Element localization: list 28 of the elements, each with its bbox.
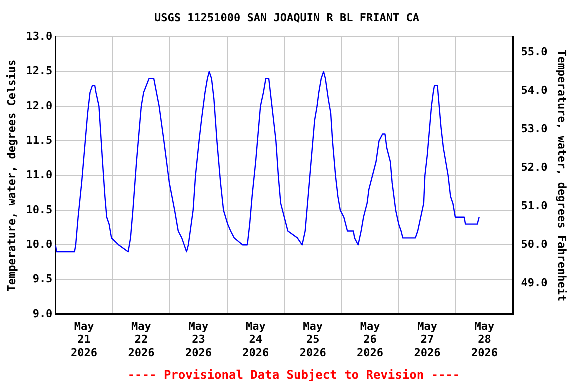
x-tick-label: May 26 2026 — [357, 320, 384, 360]
x-tick-label: May 21 2026 — [71, 320, 98, 360]
y-tick-label: 10.0 — [26, 238, 53, 251]
y-tick-label: 9.0 — [32, 307, 53, 320]
x-tick-label: May 27 2026 — [414, 320, 442, 360]
y2-tick-label: 53.0 — [521, 122, 548, 136]
text: ---- Provisional Data Subject to Revision ---- — [128, 368, 460, 382]
x-tick-label: May 22 2026 — [128, 320, 156, 360]
x-tick-label: May 24 2026 — [242, 320, 270, 360]
y2-tick-label: 51.0 — [521, 199, 548, 212]
x-tick-label: May 25 2026 — [300, 320, 327, 360]
y-tick-label: 12.0 — [26, 99, 53, 112]
x-tick-label: May 23 2026 — [185, 320, 212, 360]
y-tick-label: 10.5 — [26, 203, 53, 216]
chart-title: USGS 11251000 SAN JOAQUIN R BL FRIANT CA — [154, 11, 420, 24]
y-tick-label: 12.5 — [26, 64, 53, 78]
y-tick-label: 9.5 — [32, 272, 53, 286]
y-tick-label: 11.5 — [26, 134, 53, 148]
y2-tick-label: 52.0 — [521, 160, 548, 174]
y-axis-title: Temperature, water, degrees Celsius — [5, 60, 18, 292]
y2-tick-label: 49.0 — [521, 276, 548, 290]
y2-axis-title: Temperature, water, degrees Fahrenheit — [556, 50, 569, 302]
y-tick-label: 13.0 — [26, 30, 53, 44]
y2-tick-label: 50.0 — [521, 238, 548, 251]
y2-tick-label: 54.0 — [521, 84, 548, 97]
y-tick-label: 11.0 — [26, 168, 53, 182]
x-tick-label: May 28 2026 — [471, 320, 498, 360]
y2-tick-label: 55.0 — [521, 45, 548, 58]
